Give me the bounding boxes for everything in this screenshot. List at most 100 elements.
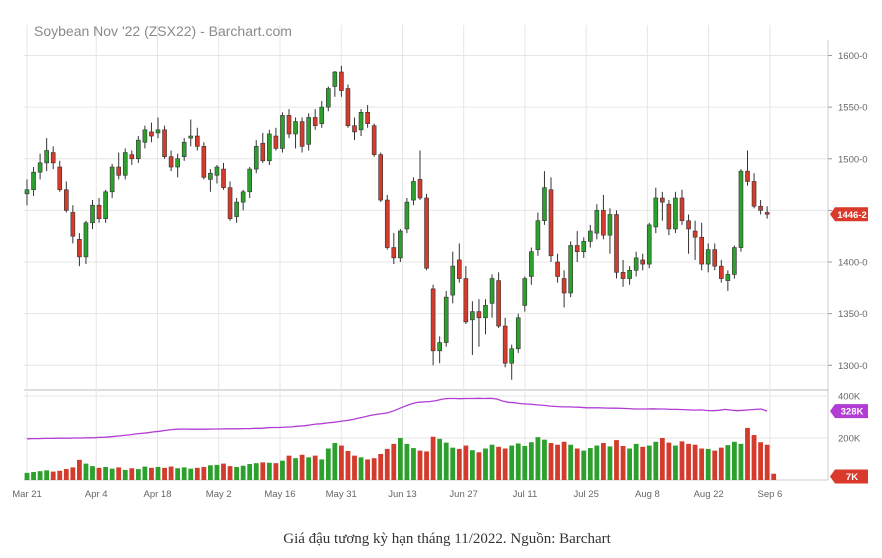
last-value-labels: 1446-2 328K 7K — [830, 207, 868, 484]
candle — [319, 100, 325, 128]
candle-body — [345, 88, 351, 127]
candle — [149, 122, 154, 143]
volume-bar — [456, 448, 462, 480]
candle — [371, 123, 377, 157]
candle — [653, 187, 659, 234]
candle — [627, 266, 632, 285]
volume-bar — [63, 469, 69, 480]
candle — [31, 167, 36, 196]
candle — [679, 189, 685, 225]
volume-bar — [96, 467, 102, 480]
volume-bar — [581, 450, 587, 480]
volume-bar — [705, 448, 711, 480]
candle-body — [398, 230, 403, 259]
price-tick-label: 1300-0 — [838, 361, 868, 372]
volume-bar — [627, 448, 632, 480]
volume-bar — [515, 443, 521, 480]
volume-bar — [175, 468, 181, 480]
candle — [122, 148, 128, 180]
volume-bar — [339, 445, 344, 480]
volume-bar — [673, 445, 678, 480]
volume-bar — [483, 448, 488, 480]
volume-bar — [319, 459, 325, 480]
candle-body — [214, 166, 220, 176]
candle-body — [234, 201, 239, 217]
date-tick-label: Mar 21 — [12, 489, 42, 500]
candle — [509, 344, 515, 380]
candle — [587, 224, 593, 248]
volume-bar — [37, 471, 43, 480]
candle-body — [555, 261, 560, 277]
candle-body — [253, 146, 259, 170]
candle-body — [142, 129, 148, 143]
volume-bar — [659, 438, 665, 480]
candle-body — [509, 348, 515, 364]
candle — [325, 86, 331, 112]
volume-bar — [77, 459, 82, 480]
candle — [103, 189, 108, 223]
volume-bar — [725, 445, 731, 480]
candle — [529, 247, 534, 285]
candle — [483, 299, 488, 335]
volume-bar — [70, 467, 76, 480]
candle-body — [201, 146, 207, 178]
candle-body — [640, 259, 646, 265]
candle-body — [240, 191, 246, 203]
volume-bar — [751, 435, 757, 480]
candle — [450, 251, 456, 304]
volume-bar — [208, 465, 213, 480]
candle — [345, 84, 351, 128]
candle-body — [208, 172, 213, 180]
candle — [522, 276, 528, 312]
candle-body — [594, 210, 600, 234]
open-interest-series — [26, 397, 768, 440]
candle — [404, 197, 410, 234]
candle — [221, 162, 226, 190]
volume-bar — [594, 445, 600, 480]
candle — [751, 173, 757, 209]
candle-body — [601, 210, 606, 236]
candle — [705, 243, 711, 273]
volume-bar — [129, 468, 135, 480]
candle-body — [686, 220, 691, 230]
candle — [240, 189, 246, 211]
candle — [247, 167, 252, 198]
volume-bar — [201, 466, 207, 480]
candle — [253, 140, 259, 174]
candle-body — [64, 189, 69, 211]
candle — [666, 200, 672, 236]
volume-bar — [194, 467, 200, 480]
candle-body — [247, 168, 252, 193]
volume-bar — [528, 442, 534, 480]
volume-bar — [601, 443, 606, 480]
candle-body — [712, 249, 718, 267]
volume-bar — [574, 448, 580, 480]
last-price-label-bg — [830, 207, 868, 222]
candle-body — [57, 166, 63, 191]
candle — [168, 150, 174, 172]
candle-body — [502, 325, 508, 364]
candle-body — [417, 179, 423, 199]
candle-body — [679, 197, 685, 222]
candle-body — [614, 214, 619, 273]
candle-body — [430, 288, 436, 352]
volume-bar — [293, 458, 298, 480]
volume-bar — [640, 446, 646, 480]
candle-body — [463, 278, 469, 323]
volume-bar — [548, 443, 554, 480]
volume-bar — [378, 453, 384, 480]
candle-body — [496, 280, 501, 327]
volume-bar — [443, 442, 449, 480]
candle — [384, 194, 390, 250]
candle-body — [162, 129, 167, 157]
volume-bar — [142, 466, 148, 480]
volume-bar — [221, 463, 226, 480]
candle-body — [764, 212, 770, 215]
candle-body — [699, 236, 704, 265]
candle — [502, 317, 508, 368]
volume-bar — [555, 444, 560, 480]
candle — [542, 171, 547, 225]
volume-bar — [732, 441, 737, 480]
volume-bar — [31, 472, 36, 480]
candle — [181, 138, 187, 161]
